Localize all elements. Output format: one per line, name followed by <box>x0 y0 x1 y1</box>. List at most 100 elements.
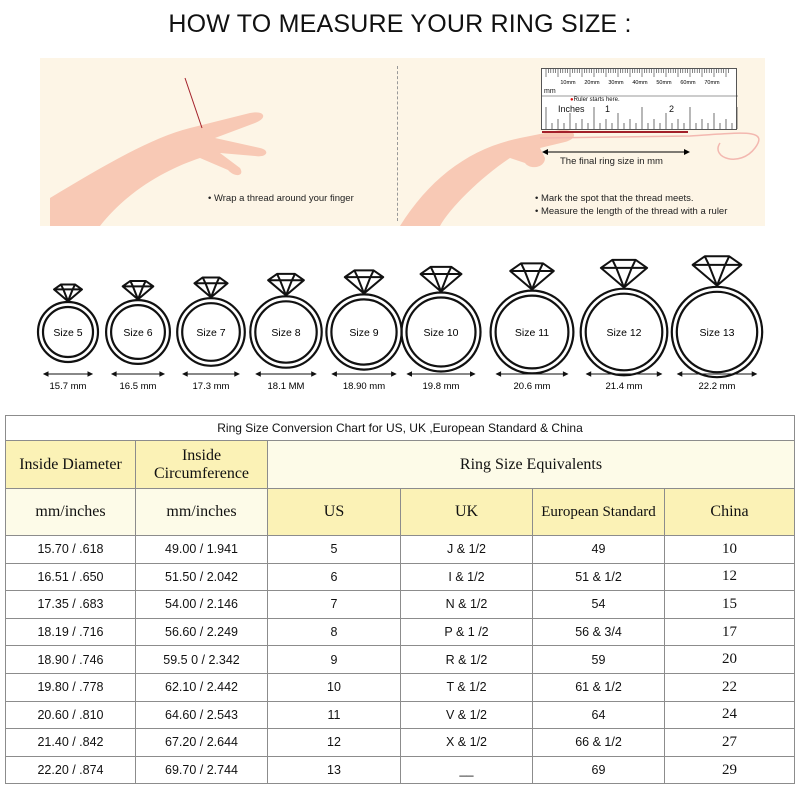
table-row: 18.19 / .716 56.60 / 2.249 8 P & 1 /2 56 & 3… <box>5 617 795 647</box>
hand-illustrations <box>50 77 760 226</box>
sub-header-european: European Standard <box>532 488 665 536</box>
diameter-arrow <box>331 371 397 377</box>
measure-arrow <box>542 131 690 155</box>
ruler-mm-tick: 50mm <box>656 80 672 86</box>
page-title: HOW TO MEASURE YOUR RING SIZE : <box>168 10 632 38</box>
panel-divider <box>397 66 398 221</box>
ring-band <box>494 294 570 370</box>
header-inside-diameter: Inside Diameter <box>5 440 136 489</box>
ring-size-label: Size 5 <box>53 327 82 339</box>
table-cell: 22 <box>664 672 795 702</box>
ring-diameter-mm: 18.90 mm <box>343 381 385 392</box>
table-cell: 9 <box>267 645 401 674</box>
ring-band <box>489 289 575 375</box>
step-wrap-thread: • Wrap a thread around your finger <box>208 193 354 204</box>
ring-diameter-mm: 15.7 mm <box>50 381 87 392</box>
ruler-inches-label: Inches <box>558 104 585 114</box>
sub-header: mm/inches <box>135 488 268 536</box>
diameter-arrow <box>182 371 240 377</box>
ring-size-13: Size 13 22.2 mm <box>670 255 764 392</box>
ring-band <box>579 287 669 377</box>
ring-band <box>400 291 482 373</box>
table-cell: V & 1/2 <box>400 700 533 730</box>
table-row: 22.20 / .874 69.70 / 2.744 13 __ 69 29 <box>5 755 795 785</box>
diamond-icon <box>419 265 463 293</box>
table-cell: 59 <box>532 645 665 674</box>
step-measure: • Measure the length of the thread with … <box>535 206 728 217</box>
step-text: Measure the length of the thread with a … <box>540 206 728 217</box>
table-cell: 62.10 / 2.442 <box>135 672 268 702</box>
diameter-arrow <box>110 371 166 377</box>
ring-size-12: Size 12 21.4 mm <box>579 258 669 392</box>
table-cell: 67.20 / 2.644 <box>135 728 268 757</box>
step-mark: • Mark the spot that the thread meets. <box>535 193 694 204</box>
table-cell: R & 1/2 <box>400 645 533 674</box>
ring-diameter-mm: 19.8 mm <box>423 381 460 392</box>
ruler-mm-tick: 40mm <box>632 80 648 86</box>
ring-band <box>670 285 764 379</box>
table-cell: 22.20 / .874 <box>5 755 136 785</box>
final-size-label: The final ring size in mm <box>560 156 663 167</box>
table-cell: 69 <box>532 755 665 785</box>
table-cell: 7 <box>267 590 401 619</box>
diamond-icon <box>53 283 83 303</box>
diameter-arrow <box>676 371 758 377</box>
table-cell: 29 <box>664 755 795 785</box>
table-row: 20.60 / .810 64.60 / 2.543 11 V & 1/2 64 24 <box>5 700 795 730</box>
table-row: 16.51 / .650 51.50 / 2.042 6 I & 1/2 51 & 1/… <box>5 562 795 592</box>
ring-diameter-mm: 16.5 mm <box>120 381 157 392</box>
ring-band <box>181 302 241 362</box>
table-cell: 12 <box>267 728 401 757</box>
ring-size-table: Ring Size Conversion Chart for US, UK ,E… <box>5 415 795 785</box>
header-ring-size-equivalents: Ring Size Equivalents <box>267 440 795 489</box>
table-cell: 21.40 / .842 <box>5 728 136 757</box>
table-cell: 5 <box>267 535 401 564</box>
table-cell: N & 1/2 <box>400 590 533 619</box>
ring-size-7: Size 7 17.3 mm <box>176 276 246 392</box>
ring-size-label: Size 6 <box>123 327 152 339</box>
table-cell: 24 <box>664 700 795 730</box>
table-cell: J & 1/2 <box>400 535 533 564</box>
ring-band <box>41 305 95 359</box>
ring-band <box>584 292 664 372</box>
ruler-mm-label: mm <box>544 88 556 95</box>
ring-size-9: Size 9 18.90 mm <box>325 269 403 392</box>
ring-size-label: Size 12 <box>606 327 641 339</box>
table-cell: 54.00 / 2.146 <box>135 590 268 619</box>
diameter-arrow <box>42 371 94 377</box>
table-cell: 17.35 / .683 <box>5 590 136 619</box>
table-row: 18.90 / .746 59.5 0 / 2.342 9 R & 1/2 59 20 <box>5 645 795 674</box>
diamond-icon <box>691 255 743 287</box>
table-cell: 18.90 / .746 <box>5 645 136 674</box>
table-cell: 8 <box>267 617 401 647</box>
diameter-arrow <box>255 371 317 377</box>
ring-diameter-mm: 21.4 mm <box>606 381 643 392</box>
ring-size-label: Size 10 <box>423 327 458 339</box>
ring-size-label: Size 13 <box>699 327 734 339</box>
ring-diameter-mm: 17.3 mm <box>193 381 230 392</box>
table-cell: 10 <box>664 535 795 564</box>
table-cell: 61 & 1/2 <box>532 672 665 702</box>
diamond-icon <box>267 272 305 297</box>
table-cell: 17 <box>664 617 795 647</box>
ring-band <box>675 290 759 374</box>
table-cell: 64.60 / 2.543 <box>135 700 268 730</box>
table-cell: 59.5 0 / 2.342 <box>135 645 268 674</box>
diamond-icon <box>343 269 385 295</box>
table-cell: 15 <box>664 590 795 619</box>
ruler-mm-tick: 70mm <box>704 80 720 86</box>
ruler: 10mm 20mm 30mm 40mm 50mm 60mm 70mm mm ●Ruler s… <box>541 68 738 130</box>
table-cell: 20.60 / .810 <box>5 700 136 730</box>
table-cell: P & 1 /2 <box>400 617 533 647</box>
table-cell: 15.70 / .618 <box>5 535 136 564</box>
ring-size-label: Size 8 <box>271 327 300 339</box>
ring-size-label: Size 9 <box>349 327 378 339</box>
sub-header-us: US <box>267 488 401 536</box>
ruler-mm-tick: 10mm <box>560 80 576 86</box>
diamond-icon <box>121 279 155 301</box>
ring-size-5: Size 5 15.7 mm <box>36 283 100 392</box>
table-cell: 66 & 1/2 <box>532 728 665 757</box>
ring-size-6: Size 6 16.5 mm <box>104 279 171 392</box>
step-text: Wrap a thread around your finger <box>213 193 354 204</box>
